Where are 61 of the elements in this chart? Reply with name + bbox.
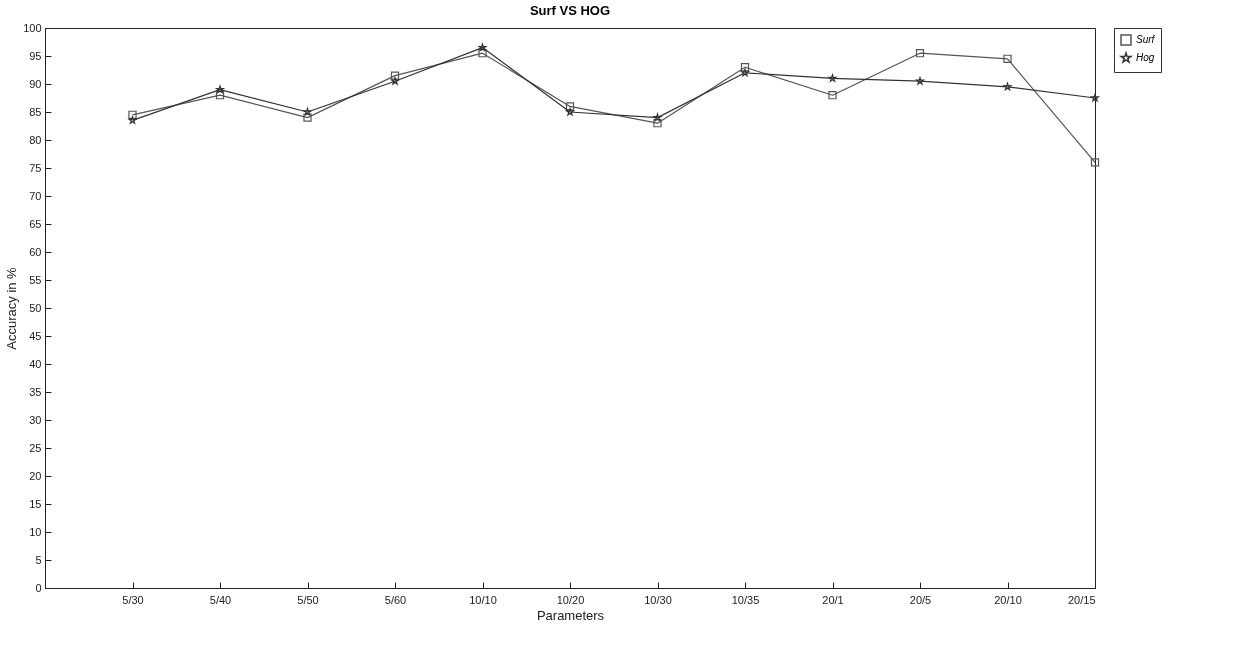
- point: [391, 77, 399, 85]
- y-tick-label: 100: [23, 21, 42, 34]
- point: [828, 91, 837, 100]
- y-tick-label: 40: [29, 357, 42, 370]
- y-tick-label: 50: [29, 301, 42, 314]
- y-tick-label: 10: [29, 525, 42, 538]
- y-tick-label: 25: [29, 441, 42, 454]
- y-tick-label: 75: [29, 161, 42, 174]
- point: [1003, 54, 1012, 63]
- point: [215, 91, 225, 100]
- y-tick-label: 55: [29, 273, 42, 286]
- x-tick-label: 5/60: [384, 593, 407, 606]
- point: [828, 74, 837, 82]
- point: [915, 49, 925, 58]
- y-tick-label: 95: [29, 49, 42, 62]
- x-tick-label: 10/20: [556, 593, 585, 606]
- y-axis-title: Accuracy in %: [4, 266, 20, 350]
- y-tick-label: 65: [29, 217, 42, 230]
- y-tick-label: 45: [29, 329, 42, 342]
- point: [128, 116, 137, 124]
- x-tick-label: 20/10: [994, 593, 1022, 606]
- point: [1091, 93, 1099, 102]
- point: [128, 110, 137, 119]
- point: [303, 107, 312, 116]
- x-tick-label: 10/10: [469, 593, 497, 606]
- x-tick-label: 10/30: [644, 593, 672, 606]
- y-tick-label: 90: [29, 77, 42, 90]
- point: [1090, 158, 1100, 167]
- legend-label: Hog: [1136, 52, 1155, 63]
- point: [740, 63, 750, 72]
- y-tick-label: 85: [29, 105, 42, 118]
- x-tick-label: 20/5: [909, 593, 932, 606]
- y-tick-label: 0: [35, 581, 42, 594]
- y-tick-label: 20: [29, 469, 42, 482]
- y-tick-label: 15: [29, 497, 42, 510]
- x-tick-label: 5/30: [122, 593, 144, 606]
- point: [1003, 82, 1012, 91]
- point: [741, 68, 749, 77]
- point: [216, 85, 224, 94]
- point: [653, 119, 662, 128]
- point: [390, 71, 400, 80]
- x-tick-label: 20/1: [822, 593, 844, 606]
- x-tick-label: 20/15: [1067, 593, 1096, 606]
- legend-label: Surf: [1136, 34, 1156, 45]
- x-tick-label: 10/35: [731, 593, 760, 606]
- x-tick-label: 5/40: [209, 593, 232, 606]
- point: [478, 43, 487, 52]
- y-tick-label: 30: [29, 413, 42, 426]
- point: [303, 113, 312, 122]
- point: [565, 102, 575, 111]
- point: [653, 113, 662, 122]
- y-tick-label: 35: [29, 385, 42, 398]
- point: [916, 77, 924, 85]
- y-tick-label: 60: [29, 245, 42, 258]
- chart-title: Surf VS HOG: [529, 3, 611, 18]
- y-tick-label: 70: [29, 189, 42, 202]
- y-tick-label: 5: [35, 553, 42, 566]
- x-axis-title: Parameters: [536, 607, 605, 623]
- y-tick-label: 80: [29, 133, 42, 146]
- x-tick-label: 5/50: [297, 593, 319, 606]
- point: [566, 107, 574, 116]
